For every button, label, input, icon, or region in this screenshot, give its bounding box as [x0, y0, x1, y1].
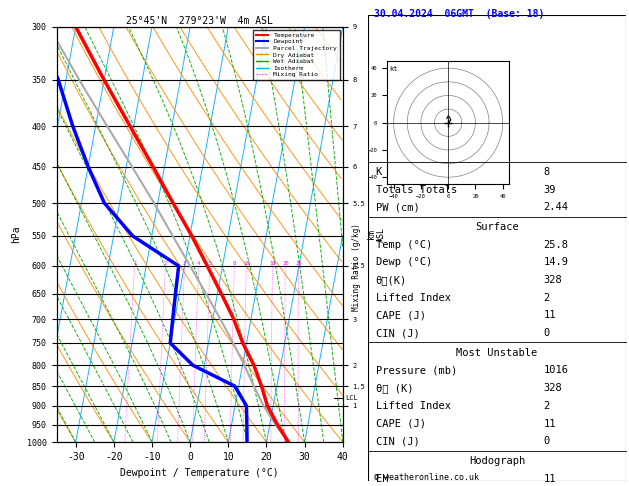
Y-axis label: hPa: hPa [11, 226, 21, 243]
Text: 5: 5 [208, 261, 211, 266]
Text: LCL: LCL [346, 395, 359, 401]
Text: CIN (J): CIN (J) [376, 328, 420, 338]
Text: 2: 2 [543, 293, 550, 303]
Text: 3: 3 [183, 261, 186, 266]
Text: θᴇ (K): θᴇ (K) [376, 383, 413, 393]
Text: CIN (J): CIN (J) [376, 436, 420, 446]
Title: 25°45'N  279°23'W  4m ASL: 25°45'N 279°23'W 4m ASL [126, 16, 273, 26]
Text: K: K [376, 167, 382, 177]
Text: 20: 20 [282, 261, 289, 266]
Text: Surface: Surface [475, 222, 519, 232]
Text: 0: 0 [543, 436, 550, 446]
Text: 11: 11 [543, 473, 556, 484]
Text: kt: kt [389, 66, 398, 72]
Text: Lifted Index: Lifted Index [376, 293, 451, 303]
Text: 10: 10 [243, 261, 250, 266]
Legend: Temperature, Dewpoint, Parcel Trajectory, Dry Adiabat, Wet Adiabat, Isotherm, Mi: Temperature, Dewpoint, Parcel Trajectory… [253, 30, 340, 80]
Text: Pressure (mb): Pressure (mb) [376, 365, 457, 375]
Text: 2: 2 [164, 261, 167, 266]
Text: PW (cm): PW (cm) [376, 202, 420, 212]
Text: 11: 11 [543, 418, 556, 429]
Text: 328: 328 [543, 275, 562, 285]
Text: 14.9: 14.9 [543, 257, 569, 267]
Text: Most Unstable: Most Unstable [456, 347, 538, 358]
Text: 328: 328 [543, 383, 562, 393]
Text: 1016: 1016 [543, 365, 569, 375]
Text: 4: 4 [197, 261, 200, 266]
Text: Dewp (°C): Dewp (°C) [376, 257, 432, 267]
Text: 2: 2 [543, 401, 550, 411]
Text: 25.8: 25.8 [543, 240, 569, 249]
Text: 8: 8 [233, 261, 236, 266]
Text: © weatheronline.co.uk: © weatheronline.co.uk [374, 473, 479, 482]
Text: 8: 8 [543, 167, 550, 177]
Text: EH: EH [376, 473, 388, 484]
Text: Temp (°C): Temp (°C) [376, 240, 432, 249]
Text: θᴇ(K): θᴇ(K) [376, 275, 407, 285]
Text: CAPE (J): CAPE (J) [376, 311, 426, 320]
Text: 30.04.2024  06GMT  (Base: 18): 30.04.2024 06GMT (Base: 18) [374, 9, 545, 19]
Text: Totals Totals: Totals Totals [376, 185, 457, 194]
Text: 11: 11 [543, 311, 556, 320]
Text: CAPE (J): CAPE (J) [376, 418, 426, 429]
Text: 16: 16 [269, 261, 276, 266]
Y-axis label: km
ASL: km ASL [367, 227, 386, 242]
Text: 2.44: 2.44 [543, 202, 569, 212]
Text: 39: 39 [543, 185, 556, 194]
X-axis label: Dewpoint / Temperature (°C): Dewpoint / Temperature (°C) [120, 468, 279, 478]
Text: 25: 25 [295, 261, 302, 266]
Text: Lifted Index: Lifted Index [376, 401, 451, 411]
Text: Mixing Ratio (g/kg): Mixing Ratio (g/kg) [352, 224, 361, 311]
Text: 0: 0 [543, 328, 550, 338]
Text: Hodograph: Hodograph [469, 456, 525, 466]
Text: 1: 1 [133, 261, 136, 266]
